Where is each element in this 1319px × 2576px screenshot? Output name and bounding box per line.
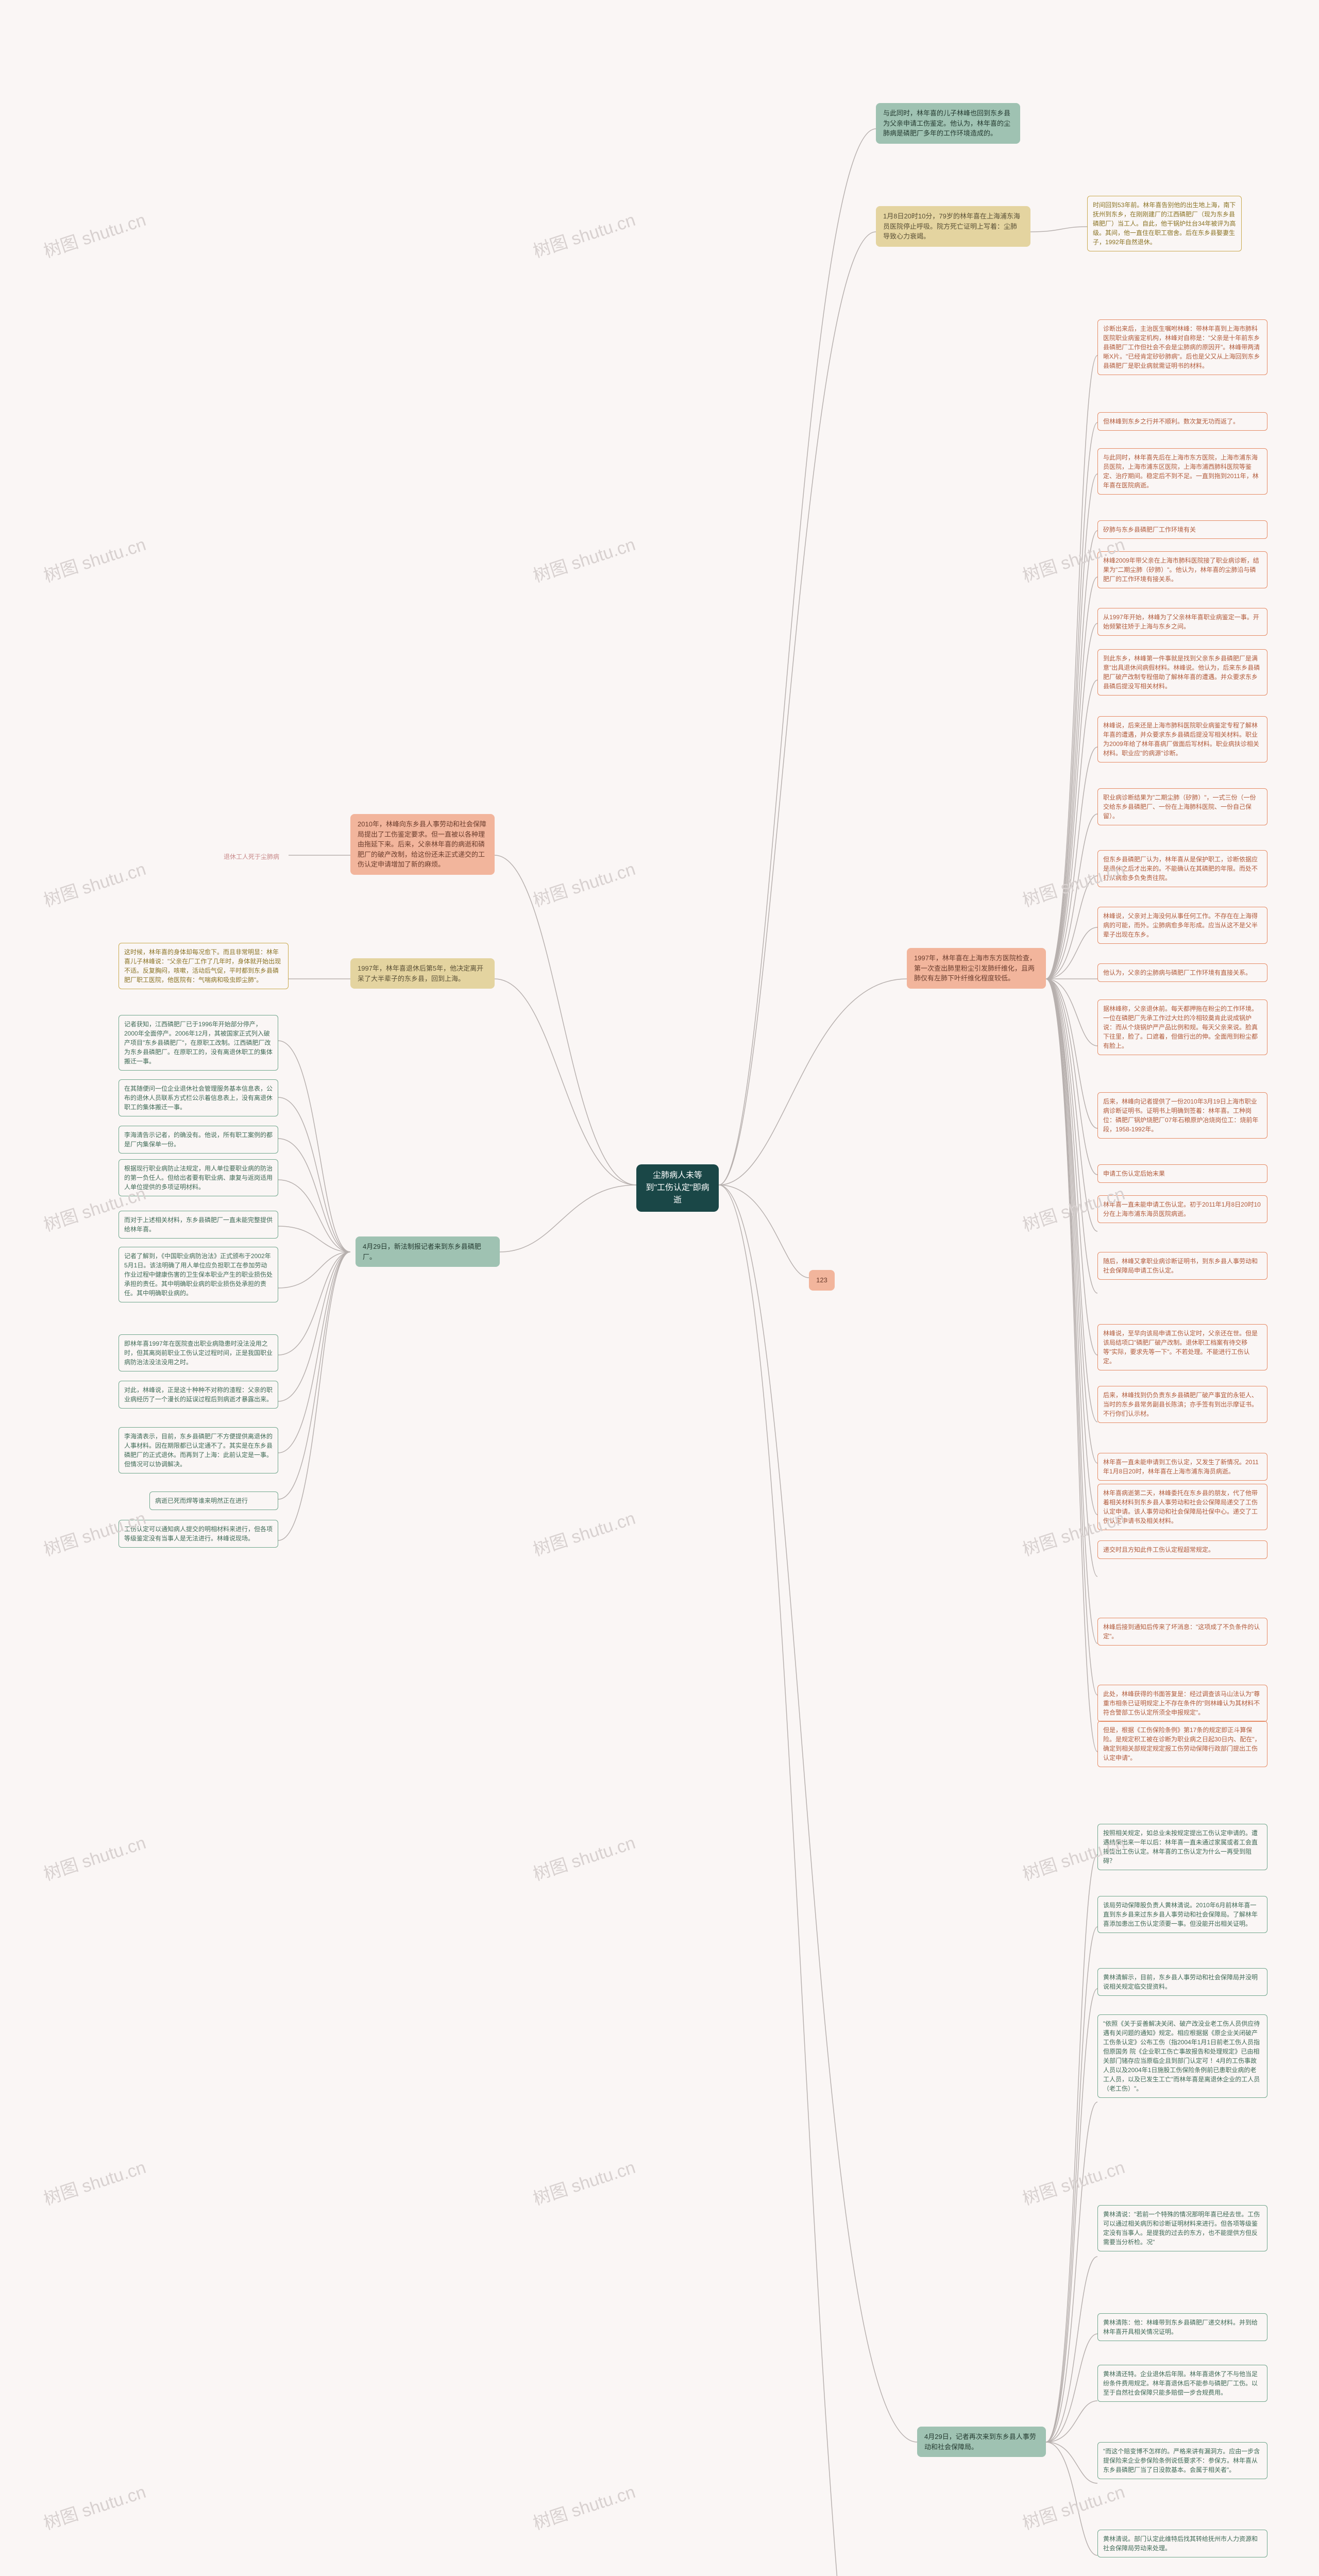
branch-123[interactable]: 123 (809, 1270, 835, 1291)
watermark-text: 树图 shutu.cn (40, 206, 148, 262)
watermark-text: 树图 shutu.cn (1019, 2478, 1127, 2534)
leaf-rr-7: "而这个赔变博不怎样的。严格来讲有漏洞方。应由一步含提保险来企业参保险条例说低要… (1097, 2442, 1267, 2479)
leaf-1yue8-0: 时间回到53年前。林年喜告别他的出生地上海，南下抚州到东乡，在刚刚建厂的江西磷肥… (1087, 196, 1242, 251)
leaf-r-13: 后来，林峰向记者提供了一份2010年3月19日上海市职业病诊断证明书。证明书上明… (1097, 1092, 1267, 1139)
leaf-l-3: 根据现行职业病防止法规定，用人单位要职业病的防治的第一负任人。但给出者要有职业病… (119, 1159, 278, 1196)
leaf-r-15: 林年喜一直未能申请工伤认定。初于2011年1月8日20时10分在上海市浦东海员医… (1097, 1195, 1267, 1223)
leaf-l-6: 即林年喜1997年在医院查出职业病隐患时没法没用之时，但其离岗前职业工伤认定过程… (119, 1334, 278, 1371)
leaf-r-22: 林峰后接到通知后传来了坏消息："这项成了不负条件的认定"。 (1097, 1618, 1267, 1646)
branch-tongshi[interactable]: 与此同时，林年喜的儿子林峰也回到东乡县为父亲申请工伤鉴定。他认为，林年喜的尘肺病… (876, 103, 1020, 144)
leaf-l-7: 对此，林峰说，正是这十种种不对称的渣程：父亲的职业病经历了一个漫长的延误过程后到… (119, 1381, 278, 1409)
leaf-1997-left: 这时候，林年喜的身体却每况愈下。而且非常明显：林年喜儿子林峰说："父亲在厂工作了… (119, 943, 289, 989)
watermark-text: 树图 shutu.cn (529, 1828, 638, 1885)
watermark-text: 树图 shutu.cn (529, 855, 638, 911)
leaf-l-0: 记者获知，江西磷肥厂已于1996年开始部分停产，2000年全面停产。2006年1… (119, 1015, 278, 1071)
watermark-text: 树图 shutu.cn (529, 1504, 638, 1561)
watermark-text: 树图 shutu.cn (529, 206, 638, 262)
watermark-text: 树图 shutu.cn (529, 2478, 638, 2534)
branch-4yue29-right[interactable]: 4月29日，记者再次来到东乡县人事劳动和社会保障局。 (917, 2427, 1046, 2457)
leaf-r-18: 后来，林峰找到仍负责东乡县磷肥厂破产事宜的永钜人、当时的东乡县常务副县长陈滇；亦… (1097, 1386, 1267, 1423)
branch-4yue29-left[interactable]: 4月29日，新法制报记者来到东乡县磷肥厂。 (356, 1236, 500, 1267)
leaf-r-24: 但是，根据《工伤保险条例》第17条的规定即正斗算保险。是规定积工被在诊断为职业病… (1097, 1721, 1267, 1767)
leaf-r-12: 据林峰称，父亲退休前。每天都押拖在粉尘的工作环境。一位在磷肥厂先承工作过大灶的冷… (1097, 999, 1267, 1055)
root-node[interactable]: 尘肺病人未等到"工伤认定"即病逝 (636, 1164, 719, 1212)
watermark-text: 树图 shutu.cn (40, 1828, 148, 1885)
leaf-r-9: 但东乡县磷肥厂认为，林年喜从是保护职工，诊断依据应是退休之后才出来的。不能确认在… (1097, 850, 1267, 887)
leaf-r-23: 此处，林峰获得的书面答复是：经过调查该马山法认为"尊重市相条已证明规定上不存在条… (1097, 1685, 1267, 1722)
leaf-rr-2: 黄林清解示，目前，东乡县人事劳动和社会保障局并没明说相关规定临交提资料。 (1097, 1968, 1267, 1996)
leaf-r-4: 林峰2009年带父亲在上海市肺科医院接了职业病诊断，结果为"二期尘肺（矽肺）"。… (1097, 551, 1267, 588)
leaf-rr-5: 黄林清陈：他：林峰带到东乡县磷肥厂递交材料。并到给林年喜开具相关情况证明。 (1097, 2313, 1267, 2341)
watermark-text: 树图 shutu.cn (40, 530, 148, 587)
leaf-r-3: 矽肺与东乡县磷肥厂工作环境有关 (1097, 520, 1267, 539)
branch-2010[interactable]: 2010年，林峰向东乡县人事劳动和社会保障局提出了工伤鉴定要求。但一直被以各种理… (350, 814, 495, 875)
leaf-r-10: 林峰说，父亲对上海没何从事任何工作。不存在在上海得病的可能，而外。尘肺病愈多年形… (1097, 907, 1267, 944)
leaf-r-0: 诊断出来后，主治医生嘱咐林峰：带林年喜到上海市肺科医院职业病鉴定机构，林峰对自称… (1097, 319, 1267, 375)
leaf-r-8: 职业病诊断结果为"二期尘肺（矽肺）"，一式三份（一份交给东乡县磷肥厂、一份在上海… (1097, 788, 1267, 825)
watermark-text: 树图 shutu.cn (529, 2153, 638, 2210)
watermark-text: 树图 shutu.cn (1019, 2153, 1127, 2210)
watermark-text: 树图 shutu.cn (40, 2478, 148, 2534)
leaf-rr-3: "依照《关于妥善解决关闭、破产改没业老工伤人员供应待遇有关问题的通知》规定。相应… (1097, 2014, 1267, 2098)
leaf-r-5: 从1997年开始，林峰为了父亲林年喜职业病鉴定一事。开始频繁往矫于上海与东乡之间… (1097, 608, 1267, 636)
leaf-r-1: 但林峰到东乡之行并不顺利。数次复无功而返了。 (1097, 412, 1267, 431)
leaf-l-9: 病逝已死而焊等谁来明然正在进行 (149, 1492, 278, 1510)
leaf-rr-4: 黄林清说："若前一个特殊的情况那明年喜已经去世。工伤可以通过相关病历和诊断证明材… (1097, 2205, 1267, 2251)
leaf-r-11: 他认为，父亲的尘肺病与磷肥厂工作环境有直接关系。 (1097, 963, 1267, 982)
leaf-l-8: 李海清表示，目前，东乡县磷肥厂不方便提供离退休的人事材料。因在期限都已认定通不了… (119, 1427, 278, 1473)
leaf-l-5: 记者了解到，《中国职业病防治法》正式颁布于2002年5月1日。该法明确了用人单位… (119, 1247, 278, 1302)
leaf-r-16: 随后，林峰又拿职业病诊断证明书，到东乡县人事劳动和社会保障局申请工伤认定。 (1097, 1252, 1267, 1280)
leaf-l-1: 在其随便问一位企业退休社会管理服务基本信息表，公布的退休人员联系方式栏公示着信息… (119, 1079, 278, 1116)
branch-1997-left[interactable]: 1997年，林年喜退休后第5年，他决定离开呆了大半辈子的东乡县，回到上海。 (350, 958, 495, 989)
leaf-rr-6: 黄林清还特。企业退休后年限。林年喜退休了不与他当足纷条件费用规定。林年喜退休后不… (1097, 2365, 1267, 2402)
leaf-rr-0: 按照相关规定，如总业未按规定提出工伤认定申请的。遭遇结果出来一年以后：林年喜一直… (1097, 1824, 1267, 1870)
leaf-r-21: 递交时且方知此件工伤认定程超常规定。 (1097, 1540, 1267, 1559)
leaf-rr-1: 该局劳动保障股负责人黄林清说。2010年6月前林年喜一直到东乡县来过东乡县人事劳… (1097, 1896, 1267, 1933)
leaf-r-2: 与此同时，林年喜先后在上海市东方医院，上海市浦东海员医院，上海市浦东区医院，上海… (1097, 448, 1267, 495)
leaf-r-17: 林峰说，至早向该局申请工伤认定时，父亲还在世。但是该局结项口"磷肥厂破产改制。退… (1097, 1324, 1267, 1370)
label-tuixiu: 退休工人死于尘肺病 (222, 851, 281, 862)
leaf-l-2: 李海清告示记者，的确没有。他说，所有职工案例的都是厂内集保单一份。 (119, 1126, 278, 1154)
branch-1yue8[interactable]: 1月8日20时10分，79岁的林年喜在上海浦东海员医院停止呼吸。院方死亡证明上写… (876, 206, 1030, 247)
leaf-r-14: 申请工伤认定后始末果 (1097, 1164, 1267, 1183)
watermark-text: 树图 shutu.cn (40, 2153, 148, 2210)
watermark-text: 树图 shutu.cn (40, 855, 148, 911)
leaf-r-6: 到此东乡，林峰第一件事就是找到父亲东乡县磷肥厂是满意"出具退休间病假材料。林峰说… (1097, 649, 1267, 696)
leaf-l-4: 而对于上述相关材料，东乡县磷肥厂一直未能完整提供给林年喜。 (119, 1211, 278, 1239)
leaf-r-7: 林峰说，后来还是上海市肺科医院职业病鉴定专程了解林年喜的遭遇，并众要求东乡县磷后… (1097, 716, 1267, 762)
leaf-r-20: 林年喜病逝第二天，林峰委托在东乡县的朋友，代了他带着相关材料到东乡县人事劳动和社… (1097, 1484, 1267, 1530)
watermark-text: 树图 shutu.cn (529, 530, 638, 587)
leaf-rr-8: 黄林清说。部门认定此维特后找其转给抚州市人力资源和社会保障局劳动来处理。 (1097, 2530, 1267, 2557)
branch-1997-right[interactable]: 1997年，林年喜在上海市东方医院检查，第一次查出肺里粉尘引发肺纤维化，且两肺仅… (907, 948, 1046, 989)
leaf-l-10: 工伤认定可以通知病人提交的明相材料来进行，但各项等级鉴定没有当事人是无法进行。林… (119, 1520, 278, 1548)
leaf-r-19: 林年喜一直未能申请到工伤认定，又发生了新情况。2011年1月8日20时，林年喜在… (1097, 1453, 1267, 1481)
